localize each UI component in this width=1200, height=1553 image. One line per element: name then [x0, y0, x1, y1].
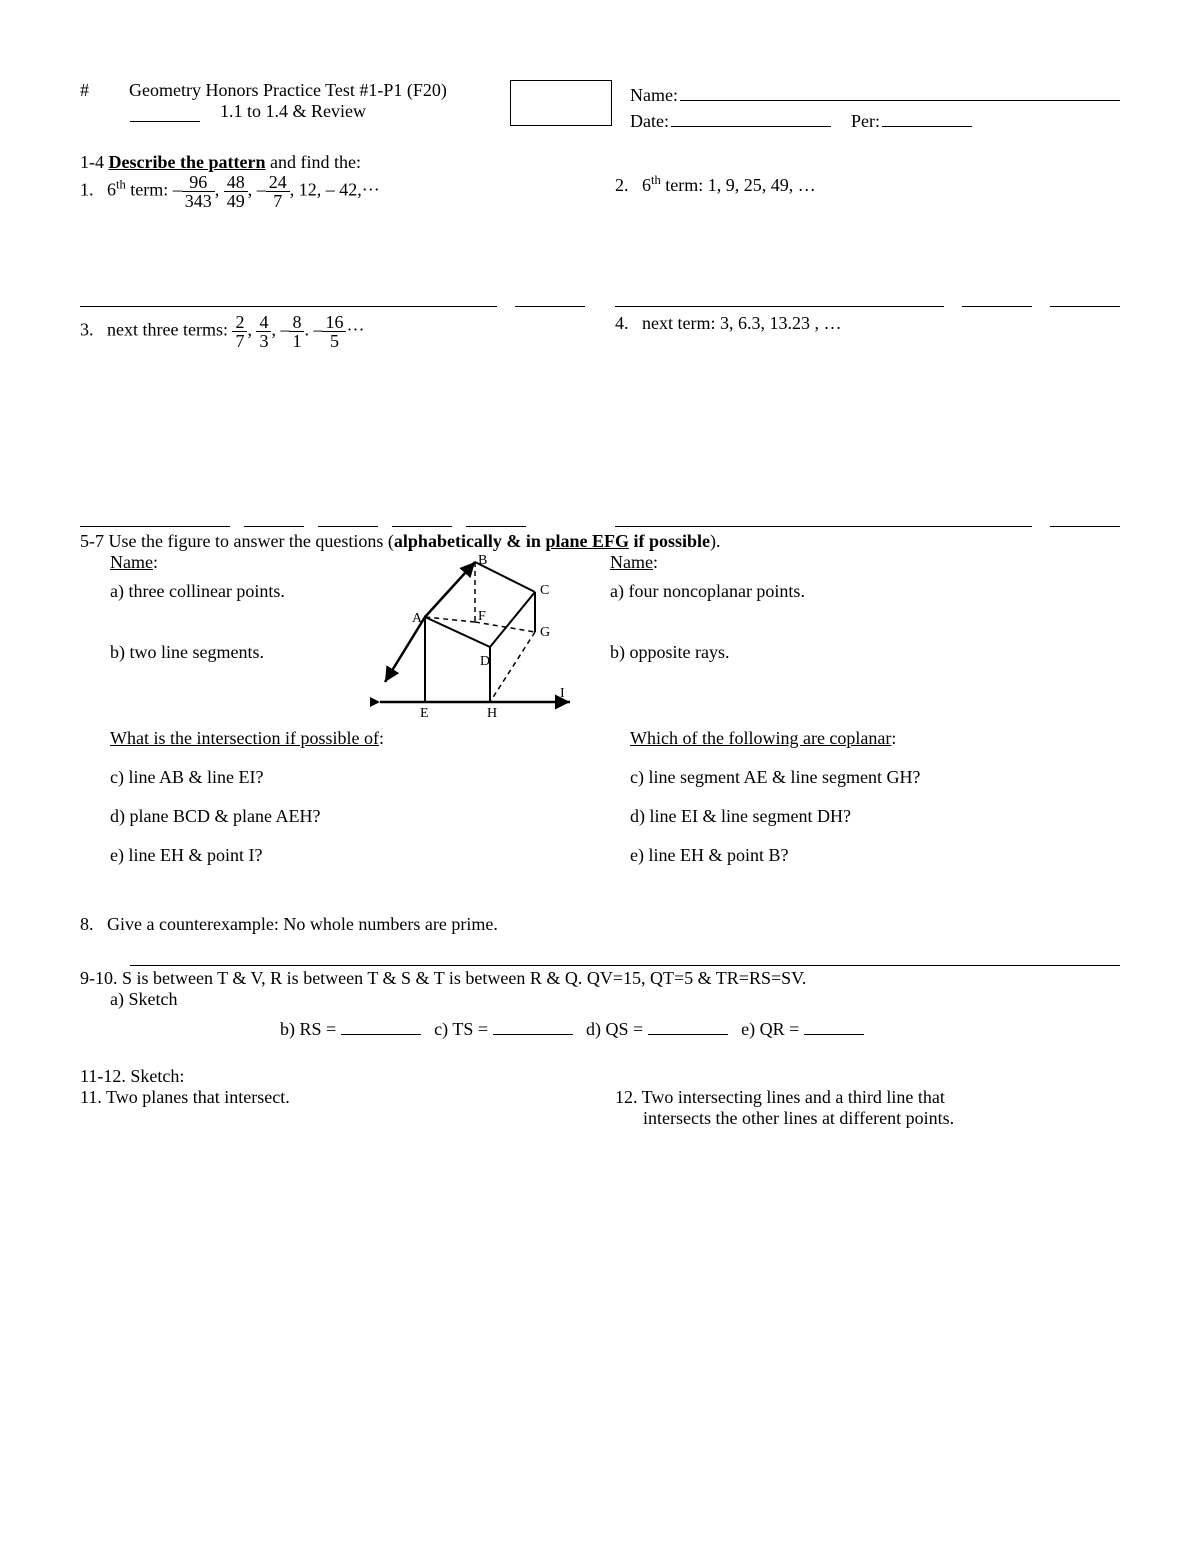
- per-field[interactable]: [882, 106, 972, 127]
- q5-lc: c) line AB & line EI?: [110, 767, 600, 788]
- q1-label2: term:: [126, 179, 173, 199]
- s1-suffix: and find the:: [265, 152, 360, 172]
- s5-name-right: Name: [610, 552, 653, 572]
- date-field[interactable]: [671, 106, 831, 127]
- svg-text:G: G: [540, 625, 550, 640]
- q12-text-b: intersects the other lines at different …: [615, 1108, 1120, 1129]
- q4-text: next term: 3, 6.3, 13.23 , …: [642, 313, 841, 333]
- q5-right-a: a) four noncoplanar points.: [610, 581, 1120, 602]
- s5-right-h: Which of the following are coplanar: [630, 728, 891, 748]
- q5-right-b: b) opposite rays.: [610, 642, 1120, 663]
- s5-left-h: What is the intersection if possible of: [110, 728, 379, 748]
- q4-num: 4.: [615, 313, 629, 333]
- cube-figure: A B C D E F G H I: [370, 552, 580, 722]
- q1-sup: th: [116, 177, 126, 191]
- q9-c-blank[interactable]: [493, 1016, 573, 1035]
- s5-close: ).: [710, 531, 721, 551]
- s5-suffix: if possible: [629, 531, 710, 551]
- q2-tail: term: 1, 9, 25, 49, …: [661, 175, 816, 195]
- s5-prefix: 5-7 Use the figure to answer the questio…: [80, 531, 394, 551]
- section-1-4: 1-4 Describe the pattern and find the: 1…: [80, 152, 1120, 350]
- svg-text:H: H: [487, 706, 497, 721]
- svg-text:B: B: [478, 553, 487, 568]
- grade-box[interactable]: [510, 80, 612, 126]
- q5-re: e) line EH & point B?: [630, 845, 1120, 866]
- q5-rc: c) line segment AE & line segment GH?: [630, 767, 1120, 788]
- name-field[interactable]: [680, 80, 1120, 101]
- q3-label: next three terms:: [107, 319, 232, 339]
- q9-c: c) TS =: [434, 1019, 492, 1039]
- worksheet-header: # Geometry Honors Practice Test #1-P1 (F…: [80, 80, 1120, 132]
- q5-rd: d) line EI & line segment DH?: [630, 806, 1120, 827]
- q12-text-a: 12. Two intersecting lines and a third l…: [615, 1087, 1120, 1108]
- q9-e-blank[interactable]: [804, 1016, 864, 1035]
- q2-answer-blanks[interactable]: [615, 288, 1120, 307]
- q5-left-a: a) three collinear points.: [110, 581, 370, 602]
- svg-text:E: E: [420, 706, 429, 721]
- s5-name-left: Name: [110, 552, 153, 572]
- q3-tail: ···: [346, 319, 364, 339]
- q9-a: a) Sketch: [80, 989, 1120, 1010]
- svg-text:A: A: [412, 611, 423, 626]
- worksheet-title: Geometry Honors Practice Test #1-P1 (F20…: [129, 80, 447, 101]
- q5-le: e) line EH & point I?: [110, 845, 600, 866]
- question-11-12: 11-12. Sketch: 11. Two planes that inter…: [80, 1066, 1120, 1129]
- q3-answer-blanks[interactable]: [80, 508, 585, 527]
- svg-text:C: C: [540, 583, 549, 598]
- q8-num: 8.: [80, 914, 94, 934]
- question-8: 8. Give a counterexample: No whole numbe…: [80, 914, 1120, 935]
- q2-sup: th: [651, 173, 661, 187]
- q5-ld: d) plane BCD & plane AEH?: [110, 806, 600, 827]
- s5-udl: plane EFG: [545, 531, 629, 551]
- worksheet-subtitle: 1.1 to 1.4 & Review: [220, 101, 366, 122]
- q11-text: 11. Two planes that intersect.: [80, 1087, 585, 1129]
- q9-heading: 9-10. S is between T & V, R is between T…: [80, 968, 1120, 989]
- name-label: Name:: [630, 85, 678, 106]
- s1-bold: Describe the pattern: [109, 152, 266, 172]
- svg-text:F: F: [478, 609, 486, 624]
- q9-e: e) QR =: [741, 1019, 804, 1039]
- q1-label1: 6: [107, 179, 116, 199]
- q4-answer-blanks[interactable]: [615, 508, 1120, 527]
- s5-bold1: alphabetically & in: [394, 531, 546, 551]
- q11-heading: 11-12. Sketch:: [80, 1066, 1120, 1087]
- q9-d: d) QS =: [586, 1019, 648, 1039]
- section-5-7: 5-7 Use the figure to answer the questio…: [80, 531, 1120, 874]
- per-label: Per:: [851, 111, 880, 132]
- q2-num: 2.: [615, 175, 629, 195]
- hash-symbol: #: [80, 80, 89, 101]
- date-label: Date:: [630, 111, 669, 132]
- question-9-10: 9-10. S is between T & V, R is between T…: [80, 965, 1120, 1040]
- q1-num: 1.: [80, 179, 94, 199]
- svg-text:D: D: [480, 654, 490, 669]
- q9-d-blank[interactable]: [648, 1016, 728, 1035]
- q2-text: 6: [642, 175, 651, 195]
- q8-text: Give a counterexample: No whole numbers …: [107, 914, 498, 934]
- q5-left-b: b) two line segments.: [110, 642, 370, 663]
- q9-b-blank[interactable]: [341, 1016, 421, 1035]
- svg-text:I: I: [560, 686, 565, 701]
- number-blank[interactable]: [130, 101, 200, 122]
- q3-num: 3.: [80, 319, 94, 339]
- q9-b: b) RS =: [280, 1019, 341, 1039]
- q1-answer-blanks[interactable]: [80, 288, 585, 307]
- s1-prefix: 1-4: [80, 152, 109, 172]
- q1-tail: , 12, – 42,···: [290, 179, 380, 199]
